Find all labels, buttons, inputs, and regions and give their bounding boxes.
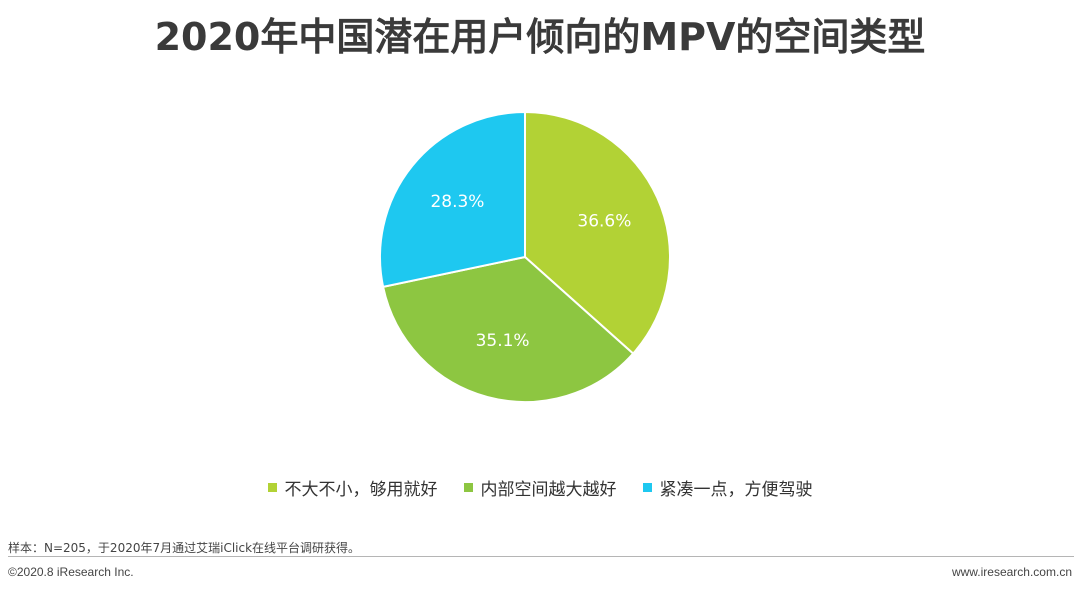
footer-divider <box>8 556 1074 557</box>
legend-item-1: 内部空间越大越好 <box>463 475 617 500</box>
pie-slice-2 <box>379 110 526 289</box>
legend-item-0: 不大不小，够用就好 <box>267 475 438 500</box>
pie-label-1: 35.1% <box>476 331 530 351</box>
pie-label-0: 36.6% <box>577 211 631 231</box>
source-note: 样本：N=205，于2020年7月通过艾瑞iClick在线平台调研获得。 <box>8 541 361 555</box>
pie-label-2: 28.3% <box>430 192 484 212</box>
legend-item-2: 紧凑一点，方便驾驶 <box>642 475 813 500</box>
website-url: www.iresearch.com.cn <box>951 565 1072 579</box>
pie-slice-0 <box>524 110 671 355</box>
legend-swatch-1 <box>463 483 473 492</box>
legend-swatch-2 <box>642 483 652 492</box>
chart-title: 2020年中国潜在用户倾向的MPV的空间类型 <box>154 15 926 59</box>
legend-label-1: 内部空间越大越好 <box>480 480 617 500</box>
legend: 不大不小，够用就好 内部空间越大越好 紧凑一点，方便驾驶 <box>0 475 1080 500</box>
legend-swatch-0 <box>267 483 277 492</box>
pie-slice-1 <box>381 255 635 403</box>
legend-label-2: 紧凑一点，方便驾驶 <box>659 480 813 500</box>
pie-chart: 36.6% 35.1% 28.3% <box>379 110 671 403</box>
copyright: ©2020.8 iResearch Inc. <box>8 565 134 579</box>
legend-label-0: 不大不小，够用就好 <box>284 480 438 500</box>
